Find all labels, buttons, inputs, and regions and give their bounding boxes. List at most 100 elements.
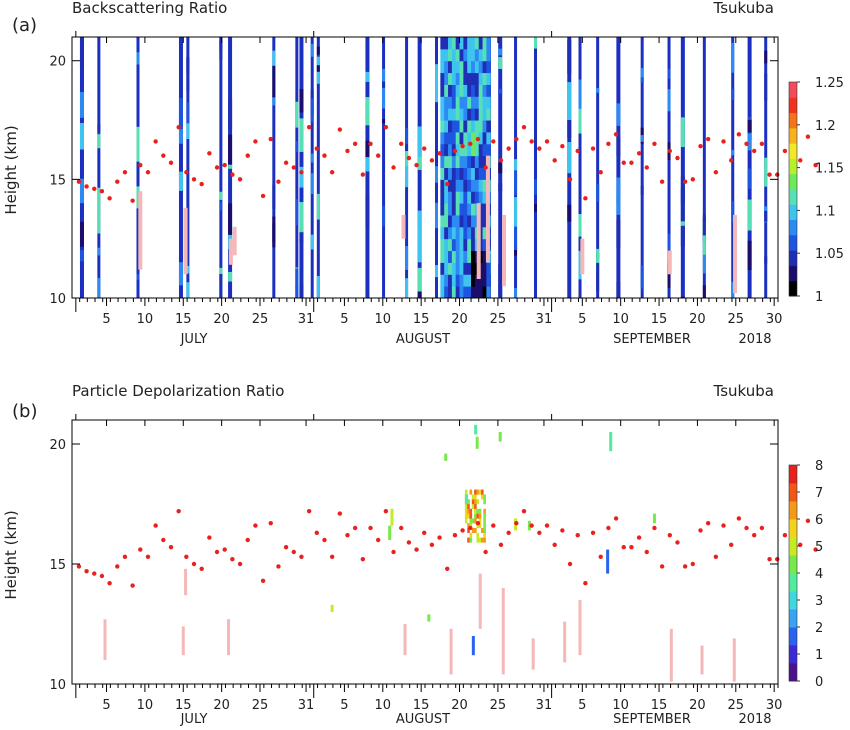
tropopause-point: [629, 160, 634, 165]
tropopause-point: [667, 148, 672, 154]
backscatter-segment: [764, 50, 768, 64]
backscatter-cell: [478, 108, 484, 121]
backscatter-segment: [534, 129, 538, 144]
x-tick-label: 15: [651, 312, 668, 327]
tropopause-point: [544, 139, 550, 144]
tropopause-point: [491, 139, 496, 144]
tropopause-point: [506, 530, 511, 535]
backscatter-cell: [440, 226, 445, 240]
tropopause-point: [682, 564, 688, 569]
backscatter-segment: [417, 267, 422, 298]
colorbar-segment: [789, 501, 797, 520]
x-tick-label: 25: [490, 698, 507, 713]
backscatter-segment: [747, 119, 752, 133]
backscatter-cell: [467, 274, 472, 287]
colorbar-segment: [789, 265, 797, 282]
tropopause-point: [529, 139, 534, 144]
depol-cell: [478, 513, 482, 519]
depol-cell: [476, 523, 480, 529]
depol-cell: [471, 518, 475, 524]
tropopause-point: [652, 525, 657, 531]
backscatter-cell: [440, 48, 445, 62]
backscatter-cell: [459, 60, 464, 74]
backscatter-cell: [467, 48, 472, 62]
tropopause-point: [138, 162, 143, 168]
backscatter-segment: [417, 291, 422, 298]
tropopause-point: [636, 535, 642, 540]
backscatter-cell: [486, 37, 491, 50]
tropopause-point: [736, 132, 742, 137]
backscatter-cell: [478, 203, 484, 216]
backscatter-cell: [451, 203, 457, 216]
backscatter-segment: [219, 37, 223, 60]
tropopause-point: [744, 525, 749, 531]
backscatter-segment: [79, 122, 84, 150]
backscatter-cell: [482, 167, 487, 180]
backscatter-segment: [97, 187, 101, 220]
panel-b-month-august: AUGUST: [396, 712, 450, 726]
streak-mark: [485, 155, 490, 263]
tropopause-point: [360, 172, 366, 177]
tropopause-point: [76, 564, 82, 569]
tropopause-point: [322, 537, 327, 543]
backscatter-cell: [440, 214, 445, 228]
backscatter-cell: [455, 120, 461, 133]
backscatter-segment: [219, 202, 223, 211]
backscatter-segment: [299, 226, 304, 243]
backscatter-segment: [498, 88, 503, 94]
depol-cell: [476, 508, 480, 514]
backscatter-segment: [405, 144, 409, 152]
backscatter-cell: [467, 238, 472, 252]
backscatter-cell: [455, 155, 461, 168]
backscatter-cell: [478, 167, 484, 180]
tropopause-point: [84, 569, 89, 574]
backscatter-cell: [459, 143, 464, 157]
panel-b-colorbar: 0 1 2 3 4 5 6 7 8: [788, 459, 823, 690]
backscatter-segment: [578, 290, 582, 298]
backscatter-cell: [448, 84, 453, 97]
backscatter-segment: [310, 153, 314, 163]
backscatter-cell: [471, 274, 476, 287]
colorbar-tick-label: 1.25: [815, 76, 844, 91]
depol-cell: [476, 513, 480, 519]
x-tick-label: 20: [689, 698, 706, 713]
backscatter-segment: [97, 277, 101, 298]
backscatter-segment: [299, 89, 304, 113]
tropopause-point: [567, 561, 573, 567]
x-tick-label: 25: [728, 698, 745, 713]
backscatter-segment: [567, 40, 572, 74]
backscatter-segment: [272, 50, 276, 78]
x-tick-label: 10: [137, 698, 154, 713]
colorbar-segment: [789, 158, 797, 175]
backscatter-segment: [365, 97, 370, 126]
backscatter-segment: [702, 214, 706, 236]
tropopause-point: [306, 124, 312, 130]
depol-cell: [464, 508, 468, 514]
tropopause-point: [460, 528, 465, 533]
x-tick-label: 10: [375, 312, 392, 327]
colorbar-segment: [789, 573, 797, 592]
colorbar-segment: [789, 250, 797, 266]
x-tick-label: 5: [102, 698, 110, 713]
panel-a-year: 2018: [738, 332, 771, 347]
backscatter-segment: [79, 37, 84, 69]
backscatter-cell: [471, 120, 476, 133]
depol-cell: [483, 523, 486, 529]
backscatter-cell: [467, 131, 472, 145]
backscatter-segment: [667, 233, 671, 262]
backscatter-cell: [463, 262, 468, 275]
backscatter-cell: [444, 203, 449, 216]
depol-cell: [478, 489, 482, 495]
depol-cell: [469, 518, 473, 524]
backscatter-cell: [440, 286, 445, 298]
tropopause-point: [153, 139, 158, 144]
backscatter-cell: [471, 226, 476, 240]
backscatter-cell: [459, 203, 464, 216]
panel-a-label: (a): [12, 15, 37, 36]
tropopause-point: [153, 523, 158, 528]
depol-cell: [471, 499, 475, 505]
backscatter-segment: [79, 250, 84, 262]
backscatter-cell: [444, 120, 449, 133]
backscatter-segment: [405, 151, 409, 181]
tropopause-point: [299, 170, 304, 175]
